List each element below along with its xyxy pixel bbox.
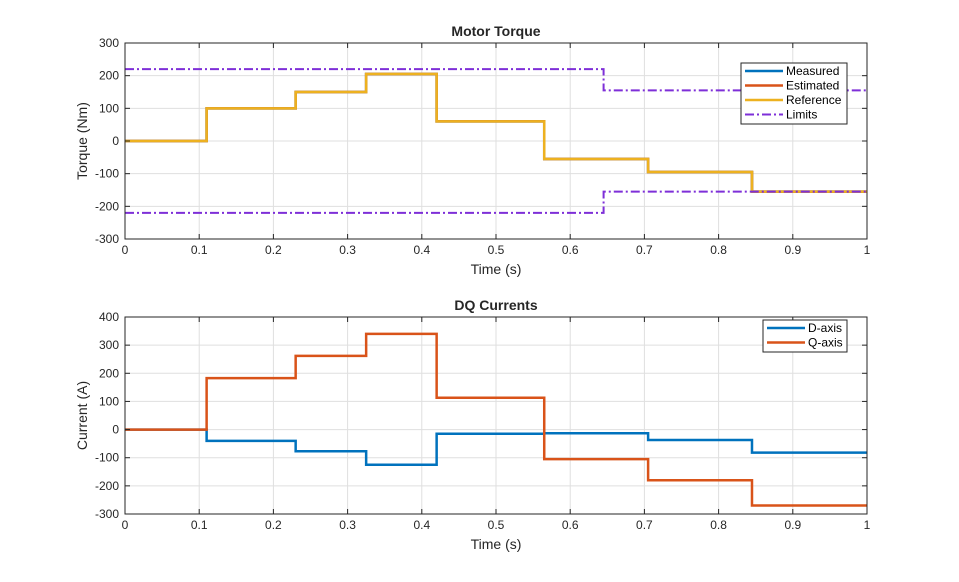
x-tick-label: 0.6 xyxy=(562,243,579,257)
x-tick-label: 0.3 xyxy=(339,518,356,532)
y-tick-label: -100 xyxy=(95,167,119,181)
x-tick-label: 0.2 xyxy=(265,243,282,257)
legend-label: Q-axis xyxy=(808,336,843,350)
chart-title: Motor Torque xyxy=(451,23,540,39)
legend-label: Limits xyxy=(786,108,817,122)
y-tick-label: -300 xyxy=(95,507,119,521)
y-tick-label: 300 xyxy=(99,36,119,50)
x-tick-label: 0.5 xyxy=(488,243,505,257)
y-tick-label: 200 xyxy=(99,69,119,83)
y-tick-label: -200 xyxy=(95,479,119,493)
x-tick-label: 0.1 xyxy=(191,243,208,257)
series-line-limits-lower xyxy=(125,190,867,214)
axes-1: 0 0.1 0.2 0.3 0.4 0.5 0.6 0.7 0.8 0.9 1 -300 -200 -10… xyxy=(74,23,871,277)
y-axis-label: Current (A) xyxy=(74,381,90,450)
y-axis-label: Torque (Nm) xyxy=(74,102,90,180)
legend-label: D-axis xyxy=(808,321,842,335)
y-tick-label: 0 xyxy=(112,423,119,437)
x-tick-label: 0.8 xyxy=(710,243,727,257)
x-tick-label: 0.4 xyxy=(413,243,430,257)
y-tick-label: 0 xyxy=(112,134,119,148)
x-tick-label: 0 xyxy=(122,518,129,532)
x-axis-label: Time (s) xyxy=(471,536,522,552)
x-tick-label: 0.7 xyxy=(636,518,653,532)
legend-box xyxy=(762,319,848,353)
series-line-reference xyxy=(125,72,867,193)
x-axis-label: Time (s) xyxy=(471,261,522,277)
legend-label: Reference xyxy=(786,93,842,107)
legend-label: Estimated xyxy=(786,79,839,93)
series-line-d-axis xyxy=(125,428,867,466)
x-tick-label: 0.3 xyxy=(339,243,356,257)
y-tick-label: -200 xyxy=(95,199,119,213)
x-tick-label: 0.7 xyxy=(636,243,653,257)
x-tick-label: 0.1 xyxy=(191,518,208,532)
x-tick-label: 0.9 xyxy=(784,518,801,532)
x-tick-label: 0.5 xyxy=(488,518,505,532)
x-tick-label: 0.4 xyxy=(413,518,430,532)
chart-title: DQ Currents xyxy=(454,297,537,313)
legend-label: Measured xyxy=(786,64,839,78)
x-tick-label: 1 xyxy=(864,518,871,532)
y-tick-label: 300 xyxy=(99,338,119,352)
axes-2: 0 0.1 0.2 0.3 0.4 0.5 0.6 0.7 0.8 0.9 1 -300 -200 -10… xyxy=(74,297,871,552)
x-tick-label: 0.8 xyxy=(710,518,727,532)
y-tick-label: -300 xyxy=(95,232,119,246)
series-line-q-axis xyxy=(125,332,867,507)
x-tick-label: 0 xyxy=(122,243,129,257)
x-tick-label: 1 xyxy=(864,243,871,257)
y-tick-label: 400 xyxy=(99,310,119,324)
y-tick-label: 200 xyxy=(99,366,119,380)
y-tick-label: -100 xyxy=(95,451,119,465)
y-tick-label: 100 xyxy=(99,101,119,115)
x-tick-label: 0.6 xyxy=(562,518,579,532)
x-tick-label: 0.2 xyxy=(265,518,282,532)
series-line-limits xyxy=(125,68,867,92)
x-tick-label: 0.9 xyxy=(784,243,801,257)
y-tick-label: 100 xyxy=(99,394,119,408)
